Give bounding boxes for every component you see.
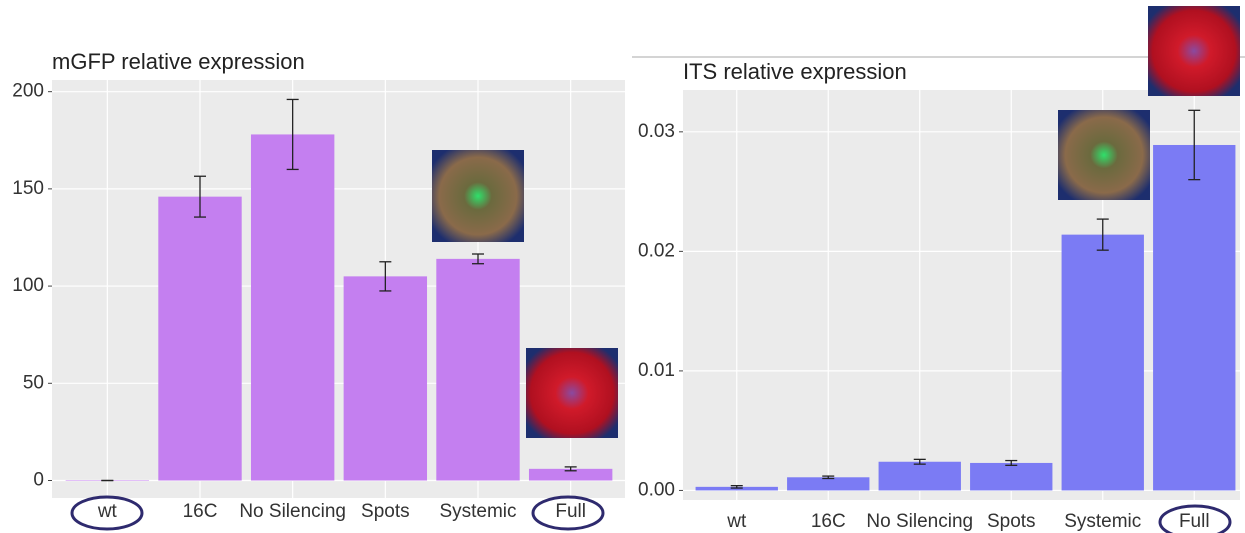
y-tick-label: 0.00 [638, 479, 675, 500]
bar [251, 134, 334, 480]
y-tick-label: 0 [33, 470, 44, 491]
chart-mgfp: mGFP relative expression 0 50 100 150 200 wt 16… [12, 49, 625, 522]
bar [1062, 235, 1144, 491]
page: mGFP relative expression 0 50 100 150 200 wt 16… [0, 0, 1245, 533]
x-tick-label: Systemic [439, 501, 516, 522]
y-tick-label: 150 [12, 178, 44, 199]
chart-title: mGFP relative expression [52, 49, 305, 74]
y-tick-label: 0.01 [638, 360, 675, 381]
bar [436, 259, 519, 481]
bar [158, 197, 241, 481]
x-tick-label: wt [726, 511, 747, 532]
plant-photo [526, 348, 618, 438]
x-tick-label: 16C [183, 501, 218, 522]
x-tick-label: Spots [361, 501, 410, 522]
y-tick-label: 100 [12, 275, 44, 296]
x-tick-label: Spots [987, 511, 1036, 532]
y-tick-label: 0.03 [638, 121, 675, 142]
x-tick-label: Systemic [1064, 511, 1141, 532]
bar [879, 462, 961, 491]
x-tick-label: Full [1179, 511, 1210, 532]
x-tick-label: 16C [811, 511, 846, 532]
plant-photo [1058, 110, 1150, 200]
x-tick-label: Full [555, 501, 586, 522]
x-tick-label: No Silencing [866, 511, 973, 532]
bar [344, 276, 427, 480]
bar [787, 477, 869, 490]
y-tick-label: 50 [23, 372, 44, 393]
y-tick-label: 200 [12, 81, 44, 102]
plant-photo [1148, 6, 1240, 96]
bar [1153, 145, 1235, 490]
plant-photo [432, 150, 524, 242]
x-tick-label: wt [97, 501, 118, 522]
y-tick-label: 0.02 [638, 240, 675, 261]
bar [970, 463, 1052, 490]
x-tick-label: No Silencing [239, 501, 346, 522]
chart-title: ITS relative expression [683, 59, 907, 84]
